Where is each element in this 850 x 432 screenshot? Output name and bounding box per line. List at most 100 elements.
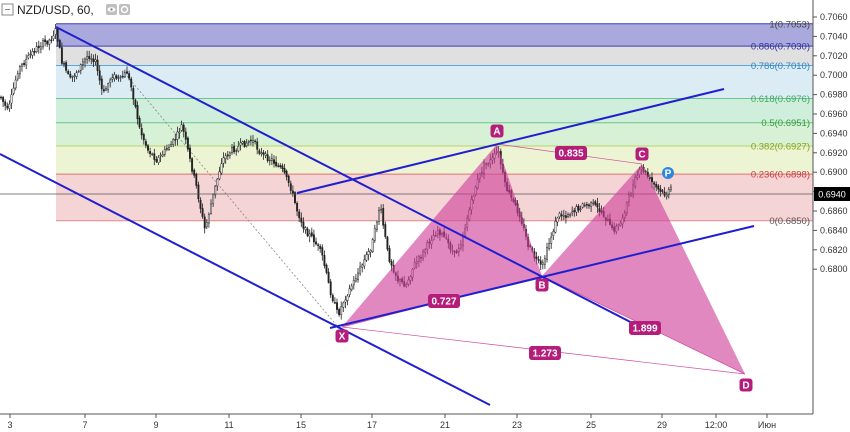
candle-body-272 (571, 211, 574, 214)
candle-body-168 (352, 279, 355, 286)
price-tick-6: 0.6940 (820, 128, 848, 138)
ratio-label-ac: 0.835 (555, 146, 587, 160)
price-tick-4: 0.6980 (820, 90, 848, 100)
point-labels: X A B C D P (335, 124, 753, 392)
candle-body-116 (243, 140, 246, 147)
candle-body-260 (546, 247, 548, 260)
candle-body-119 (249, 139, 252, 142)
candle-body-68 (142, 134, 145, 141)
price-tick-7: 0.6920 (820, 148, 848, 158)
candle-body-310 (651, 177, 653, 183)
candle-body-270 (567, 214, 569, 217)
candle-body-156 (327, 271, 330, 283)
candle-body-77 (161, 154, 164, 157)
candle-body-175 (367, 251, 370, 255)
candle-body-39 (81, 61, 84, 65)
candle-body-128 (268, 159, 271, 162)
point-label-b: B (535, 278, 549, 292)
svg-text:X: X (339, 332, 346, 343)
time-tick-10: 12:00 (705, 420, 728, 430)
candle-body-99 (207, 214, 210, 224)
candle-body-118 (247, 141, 250, 143)
candle-body-41 (86, 56, 89, 60)
candle-body-81 (170, 144, 173, 147)
time-axis: 3 7 9 11 15 17 21 23 25 29 12:00 Июн (7, 414, 776, 430)
candle-body-135 (283, 168, 286, 173)
svg-text:1.899: 1.899 (632, 324, 657, 335)
candle-body-111 (233, 145, 236, 153)
candle-body-25 (52, 35, 55, 40)
candle-body-24 (50, 39, 53, 41)
price-tick-10: 0.6860 (820, 206, 848, 216)
price-tick-0: 0.7060 (820, 12, 848, 22)
candle-body-151 (317, 244, 320, 246)
candle-body-3 (6, 105, 9, 109)
candle-body-181 (380, 208, 383, 211)
candle-body-85 (178, 131, 181, 134)
candle-body-96 (201, 208, 204, 217)
candle-body-174 (365, 254, 368, 261)
candle-body-142 (298, 211, 301, 218)
candle-body-38 (79, 64, 82, 71)
candle-body-44 (92, 58, 95, 63)
candle-body-110 (231, 147, 233, 153)
candle-body-76 (159, 154, 162, 157)
candle-body-171 (359, 266, 362, 274)
candle-body-123 (258, 150, 261, 154)
eye-icon[interactable] (106, 4, 117, 15)
candle-body-59 (123, 72, 126, 78)
candle-body-152 (319, 245, 322, 249)
candle-body-153 (321, 247, 324, 256)
collapse-icon[interactable] (1, 3, 14, 16)
fib-band-4 (56, 122, 813, 147)
price-tick-1: 0.7040 (820, 31, 848, 41)
candle-body-51 (107, 83, 110, 91)
candle-body-84 (176, 131, 179, 140)
candle-body-115 (241, 141, 244, 144)
point-label-a: A (490, 124, 504, 138)
candle-body-17 (35, 46, 38, 52)
price-tick-11: 0.6840 (820, 225, 848, 235)
price-tick-12: 0.6820 (820, 245, 848, 255)
svg-text:P: P (665, 169, 672, 180)
candle-body-19 (39, 46, 42, 50)
price-tick-2: 0.7020 (820, 51, 848, 61)
current-price-badge: 0.6940 (814, 187, 850, 201)
fibonacci-bands (56, 23, 813, 222)
candle-body-1 (2, 97, 5, 102)
pattern-triangle-xab (342, 144, 542, 327)
candle-body-108 (226, 154, 229, 157)
candle-body-93 (195, 173, 198, 186)
candle-body-148 (310, 232, 313, 237)
candle-body-62 (130, 78, 133, 88)
trend-lines (0, 26, 755, 406)
candle-body-132 (277, 165, 280, 167)
candle-body-145 (304, 227, 307, 230)
candle-body-90 (189, 147, 191, 159)
fib-band-0 (56, 23, 813, 47)
trend-line-lower-down (0, 153, 491, 406)
candle-body-166 (348, 288, 351, 295)
candle-body-28 (58, 40, 61, 48)
candle-body-319 (669, 186, 672, 190)
candle-body-112 (235, 150, 238, 152)
candle-body-43 (90, 58, 93, 60)
candle-body-120 (252, 140, 254, 143)
fib-band-2 (56, 65, 813, 99)
candle-body-178 (373, 227, 376, 241)
candle-body-12 (25, 58, 28, 66)
candle-body-6 (12, 87, 15, 94)
candle-body-265 (556, 217, 559, 223)
candle-body-134 (281, 165, 284, 170)
fib-label-6: 0.236(0.6898) (751, 170, 810, 181)
chart-title: NZD/USD, 60, (17, 3, 94, 17)
svg-text:0.727: 0.727 (431, 297, 456, 308)
candle-body-279 (585, 204, 588, 206)
candle-body-52 (109, 79, 112, 84)
ratio-labels: 0.727 0.835 1.899 1.273 (428, 146, 661, 360)
candle-body-26 (54, 28, 57, 35)
candle-body-64 (134, 99, 137, 107)
gear-icon[interactable] (119, 4, 130, 15)
candle-body-117 (245, 142, 248, 147)
